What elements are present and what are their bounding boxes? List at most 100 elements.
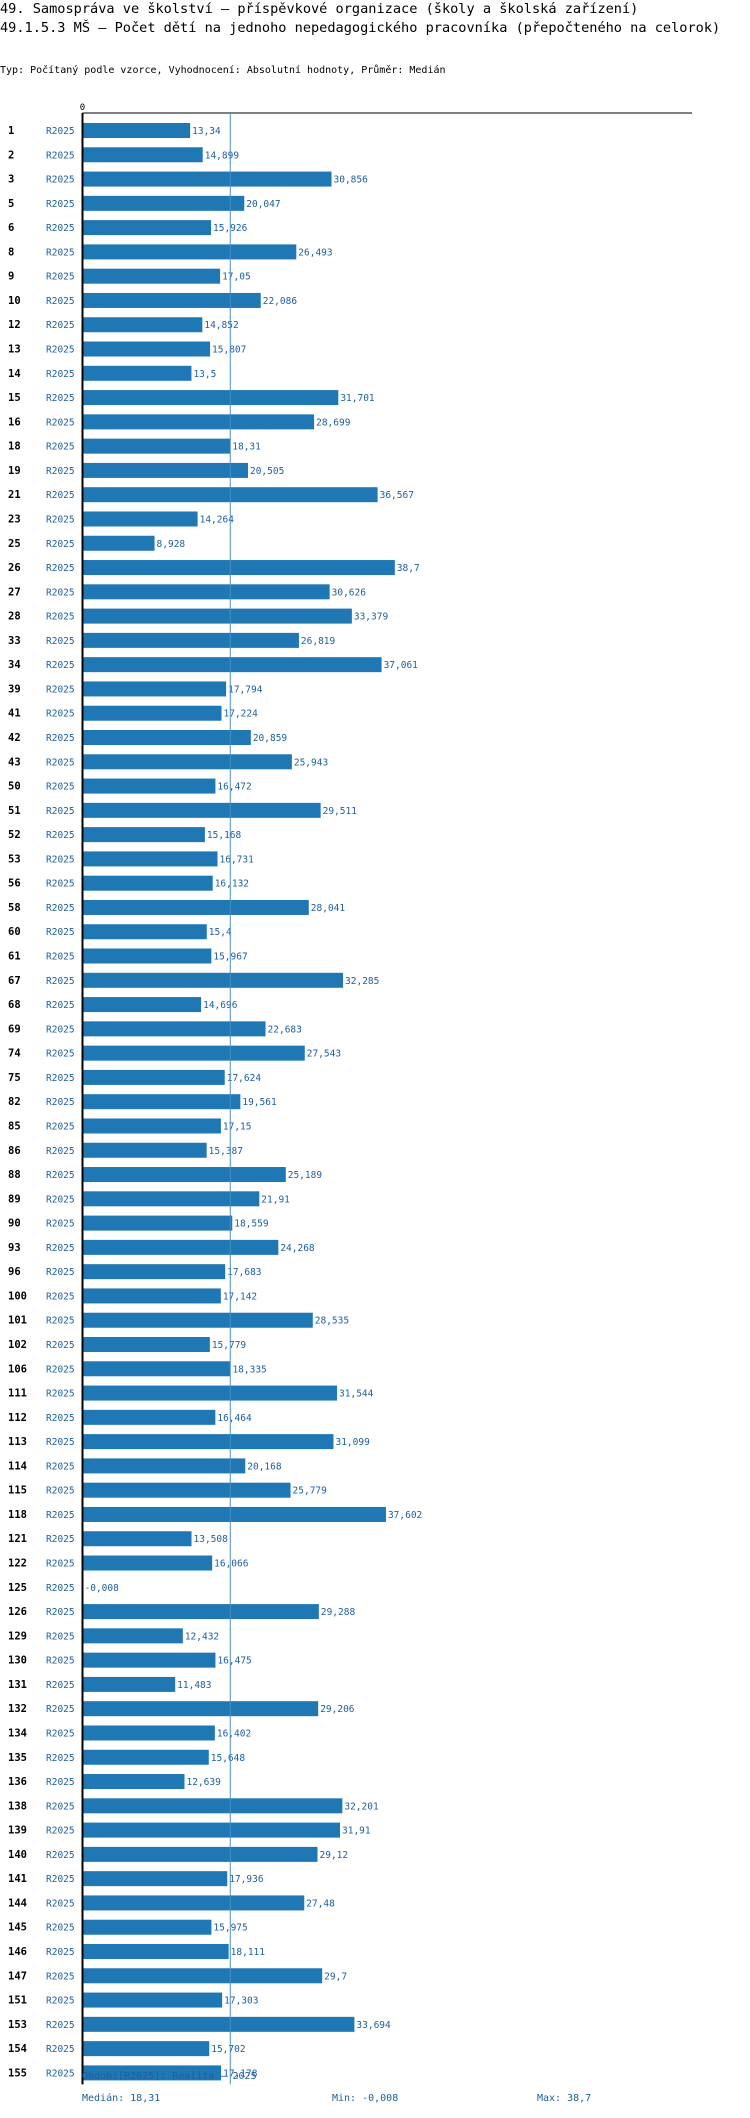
value-label: 12,639 [187,1777,222,1788]
series-label: R2025 [46,636,75,647]
category-label: 90 [8,1218,21,1230]
bar [82,1409,216,1425]
series-label: R2025 [46,1437,75,1448]
category-label: 42 [8,732,21,744]
bar [82,1919,212,1935]
value-label: 17,794 [228,684,263,695]
value-label: 16,132 [215,879,249,890]
chart-info: Typ: Počítaný podle vzorce, Vyhodnocení:… [0,65,446,76]
series-label: R2025 [46,1607,75,1618]
bar [82,1191,260,1207]
value-label: 14,852 [204,320,238,331]
category-label: 154 [8,2043,27,2055]
series-label: R2025 [46,1656,75,1667]
value-label: 28,041 [311,903,346,914]
category-label: 147 [8,1970,27,1982]
value-label: 13,5 [193,369,216,380]
footer-min: Min: -0,008 [332,2093,399,2104]
category-label: 21 [8,489,21,501]
value-label: 17,624 [227,1073,262,1084]
series-label: R2025 [46,1996,75,2007]
bar [82,1774,185,1790]
value-label: 16,402 [217,1728,251,1739]
category-label: 112 [8,1412,27,1424]
value-label: 17,224 [224,709,259,720]
series-label: R2025 [46,854,75,865]
bar [82,632,299,648]
category-label: 132 [8,1703,27,1715]
series-label: R2025 [46,1024,75,1035]
value-label: 28,699 [316,417,351,428]
series-label: R2025 [46,879,75,890]
value-label: 27,48 [306,1898,335,1909]
bar [82,1094,241,1110]
series-label: R2025 [46,1486,75,1497]
category-label: 101 [8,1315,27,1327]
category-label: 28 [8,611,21,623]
series-label: R2025 [46,1243,75,1254]
series-label: R2025 [46,1704,75,1715]
value-label: 31,544 [339,1389,374,1400]
bar [82,1871,228,1887]
bar [82,1045,305,1061]
series-label: R2025 [46,296,75,307]
category-label: 144 [8,1897,27,1909]
series-label: R2025 [46,1364,75,1375]
bar [82,1652,216,1668]
value-label: 32,285 [345,976,379,987]
bar [82,2016,355,2032]
bar [82,268,221,284]
value-label: 36,567 [380,490,414,501]
category-label: 68 [8,999,21,1011]
value-label: 17,936 [229,1874,264,1885]
bar [82,1288,221,1304]
category-label: 131 [8,1679,27,1691]
series-label: R2025 [46,1461,75,1472]
series-label: R2025 [46,223,75,234]
category-label: 5 [8,198,14,210]
category-label: 86 [8,1145,21,1157]
series-label: R2025 [46,514,75,525]
value-label: 17,303 [224,1996,258,2007]
value-label: 29,288 [321,1607,356,1618]
value-label: 8,928 [157,539,186,550]
value-label: 18,31 [232,442,261,453]
series-label: R2025 [46,393,75,404]
bar [82,511,198,527]
category-label: 89 [8,1193,21,1205]
category-label: 136 [8,1776,27,1788]
bar [82,2041,210,2057]
category-label: 74 [8,1048,21,1060]
bar [82,584,330,600]
category-label: 118 [8,1509,27,1521]
category-label: 33 [8,635,21,647]
category-label: 114 [8,1460,27,1472]
bar [82,1555,213,1571]
series-label: R2025 [46,2044,75,2055]
category-label: 125 [8,1582,27,1594]
series-label: R2025 [46,1389,75,1400]
category-label: 50 [8,781,21,793]
value-label: 17,178 [223,2068,258,2079]
category-label: 13 [8,344,21,356]
bar [82,1531,192,1547]
bar [82,1749,209,1765]
series-label: R2025 [46,490,75,501]
bar [82,1167,286,1183]
series-label: R2025 [46,1923,75,1934]
bar [82,317,203,333]
bar [82,705,222,721]
bar [82,414,315,430]
category-label: 25 [8,538,21,550]
category-label: 9 [8,271,14,283]
series-label: R2025 [46,684,75,695]
bar [82,535,155,551]
category-label: 75 [8,1072,21,1084]
value-label: 15,387 [209,1146,243,1157]
series-label: R2025 [46,1097,75,1108]
category-label: 16 [8,416,21,428]
value-label: 38,7 [397,563,420,574]
bar [82,1822,341,1838]
bar [82,2065,222,2081]
bar [82,147,203,163]
